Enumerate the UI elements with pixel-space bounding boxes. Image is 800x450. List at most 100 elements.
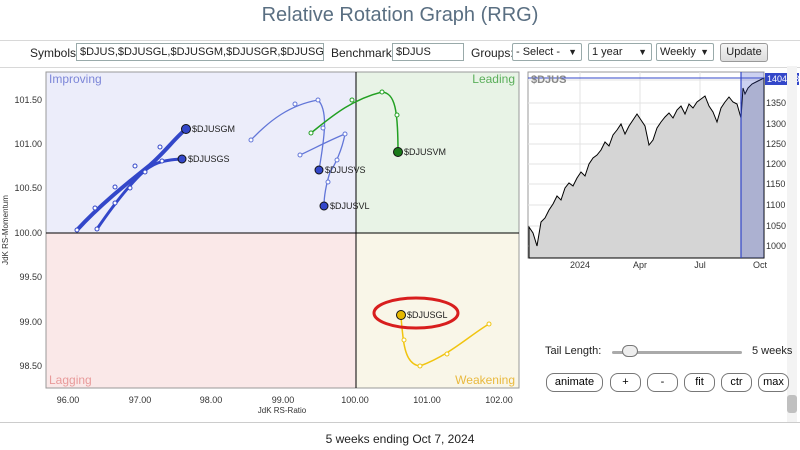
head-djusgm[interactable] bbox=[181, 124, 191, 134]
tail-length-slider[interactable] bbox=[612, 351, 742, 354]
mini-x-tick: Jul bbox=[694, 260, 706, 270]
tail-point bbox=[349, 97, 355, 103]
tail-point bbox=[325, 179, 331, 185]
update-button[interactable]: Update bbox=[720, 43, 768, 62]
tail-point bbox=[320, 125, 326, 131]
tail-point bbox=[401, 337, 407, 343]
x-axis-label: JdK RS-Ratio bbox=[258, 406, 307, 415]
y-tick-label: 101.50 bbox=[14, 95, 42, 105]
head-djusvs[interactable] bbox=[314, 165, 324, 175]
series-label-djusgs: $DJUSGS bbox=[188, 154, 230, 164]
x-tick-label: 101.00 bbox=[413, 395, 441, 405]
mini-y-tick: 1100 bbox=[766, 200, 785, 210]
zoom-out-button[interactable]: - bbox=[647, 373, 678, 392]
mini-y-tick: 1200 bbox=[766, 159, 786, 169]
y-tick-label: 100.50 bbox=[14, 183, 42, 193]
groups-label: Groups: bbox=[471, 46, 514, 60]
scrollbar-thumb[interactable] bbox=[787, 395, 797, 413]
tail-djusgl bbox=[400, 314, 490, 367]
tail-point bbox=[132, 163, 138, 169]
max-button[interactable]: max bbox=[758, 373, 789, 392]
center-button[interactable]: ctr bbox=[721, 373, 752, 392]
period-select-value: 1 year bbox=[592, 46, 623, 58]
tail-length-slider-handle[interactable] bbox=[622, 345, 638, 357]
quadrant-label-weakening: Weakening bbox=[455, 373, 515, 387]
y-axis-label: JdK RS-Momentum bbox=[1, 195, 10, 265]
y-tick-label: 99.00 bbox=[19, 317, 42, 327]
tail-point bbox=[444, 351, 450, 357]
x-tick-label: 100.00 bbox=[341, 395, 369, 405]
groups-select-value: - Select - bbox=[516, 46, 561, 58]
tail-point bbox=[127, 185, 133, 191]
period-select[interactable]: 1 year ▼ bbox=[588, 43, 652, 61]
mini-x-tick: Apr bbox=[633, 260, 647, 270]
groups-select[interactable]: - Select - ▼ bbox=[512, 43, 582, 61]
head-djusgs[interactable] bbox=[177, 154, 187, 164]
mini-chart-last-value: 1404.88 bbox=[767, 74, 800, 84]
tail-point bbox=[142, 169, 148, 175]
tail-point bbox=[112, 200, 118, 206]
toolbar: Symbols: $DJUS,$DJUSGL,$DJUSGM,$DJUSGR,$… bbox=[0, 40, 800, 68]
tail-point bbox=[74, 227, 80, 233]
benchmark-label: Benchmark: bbox=[331, 46, 396, 60]
mini-y-tick: 1000 bbox=[766, 241, 786, 251]
tail-point bbox=[159, 158, 165, 164]
series-label-djusvs: $DJUSVS bbox=[325, 165, 366, 175]
page-title: Relative Rotation Graph (RRG) bbox=[261, 4, 539, 26]
head-djusgl[interactable] bbox=[396, 310, 406, 320]
tail-point bbox=[486, 321, 492, 327]
tail-point bbox=[308, 130, 314, 136]
mini-x-tick: 2024 bbox=[570, 260, 590, 270]
quadrant-improving bbox=[46, 72, 356, 233]
frequency-select[interactable]: Weekly ▼ bbox=[656, 43, 714, 61]
footer-caption: 5 weeks ending Oct 7, 2024 bbox=[325, 432, 475, 446]
tail-point bbox=[342, 131, 348, 137]
chevron-down-icon: ▼ bbox=[700, 47, 709, 57]
symbols-label: Symbols: bbox=[30, 46, 80, 60]
tail-point bbox=[334, 157, 340, 163]
series-label-djusvl: $DJUSVL bbox=[330, 201, 370, 211]
quadrant-label-lagging: Lagging bbox=[49, 373, 92, 387]
quadrant-weakening bbox=[356, 233, 519, 388]
animate-button[interactable]: animate bbox=[546, 373, 603, 392]
x-tick-label: 98.00 bbox=[200, 395, 223, 405]
x-tick-label: 102.00 bbox=[485, 395, 513, 405]
tail-point bbox=[417, 363, 423, 369]
benchmark-input[interactable]: $DJUS bbox=[392, 43, 464, 61]
tail-point bbox=[112, 184, 118, 190]
mini-x-tick: Oct bbox=[753, 260, 768, 270]
quadrant-label-improving: Improving bbox=[49, 72, 102, 86]
y-tick-label: 100.00 bbox=[14, 228, 42, 238]
tail-length-value: 5 weeks bbox=[752, 345, 793, 357]
x-tick-label: 99.00 bbox=[272, 395, 295, 405]
tail-point bbox=[292, 101, 298, 107]
mini-chart-tail-window bbox=[741, 72, 764, 258]
quadrant-leading bbox=[356, 72, 519, 233]
tail-length-label: Tail Length: bbox=[545, 345, 602, 357]
mini-y-tick: 1300 bbox=[766, 119, 786, 129]
tail-point bbox=[297, 152, 303, 158]
mini-y-tick: 1250 bbox=[766, 139, 786, 149]
mini-y-tick: 1150 bbox=[766, 179, 785, 189]
zoom-in-button[interactable]: + bbox=[610, 373, 641, 392]
series-label-djusgl: $DJUSGL bbox=[407, 310, 448, 320]
chart-panel bbox=[0, 66, 800, 423]
tail-point bbox=[394, 112, 400, 118]
rrg-frame bbox=[45, 71, 520, 389]
fit-button[interactable]: fit bbox=[684, 373, 715, 392]
head-djusvl[interactable] bbox=[319, 201, 329, 211]
tail-point bbox=[315, 97, 321, 103]
y-tick-label: 98.50 bbox=[19, 361, 42, 371]
mini-y-tick: 1050 bbox=[766, 221, 786, 231]
head-djusvm[interactable] bbox=[393, 147, 403, 157]
quadrant-label-leading: Leading bbox=[472, 72, 515, 86]
tail-point bbox=[248, 137, 254, 143]
tail-djusgs bbox=[95, 157, 184, 231]
mini-chart-area bbox=[528, 77, 765, 259]
x-tick-label: 97.00 bbox=[129, 395, 152, 405]
tail-djusvl bbox=[299, 133, 346, 207]
symbols-input[interactable]: $DJUS,$DJUSGL,$DJUSGM,$DJUSGR,$DJUSGS bbox=[76, 43, 324, 61]
series-label-djusgm: $DJUSGM bbox=[192, 124, 235, 134]
vertical-scrollbar[interactable] bbox=[787, 66, 797, 422]
